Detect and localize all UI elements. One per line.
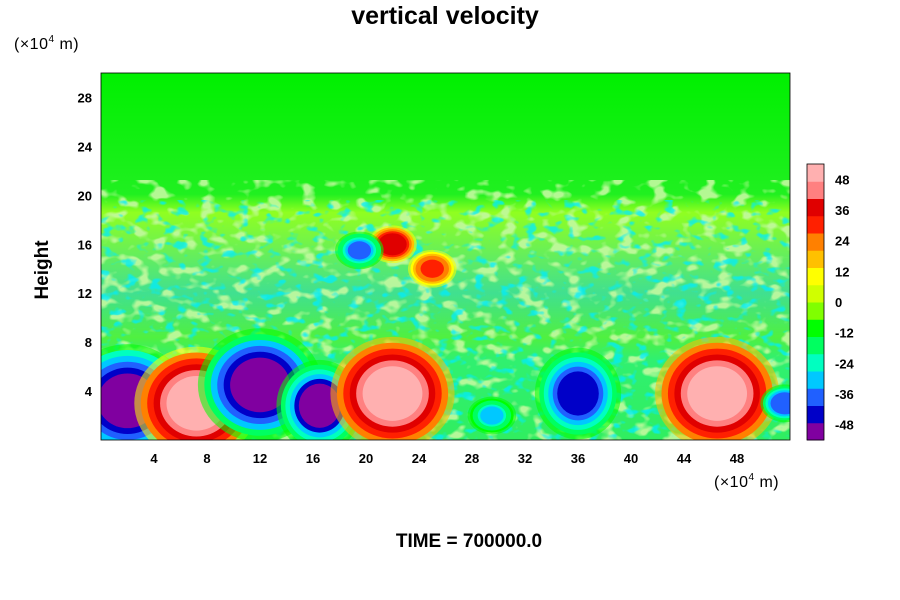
x-tick-label: 8 (203, 451, 210, 466)
y-tick-label: 12 (78, 286, 92, 301)
contour-level (362, 366, 423, 421)
downdraft-cell (335, 231, 384, 270)
y-tick-label: 28 (78, 90, 92, 105)
x-tick-label: 12 (253, 451, 267, 466)
contour-level (773, 394, 790, 413)
colorbar-swatch (807, 284, 824, 303)
colorbar-swatch (807, 267, 824, 286)
time-label: TIME = 700000.0 (395, 531, 543, 552)
updraft-cell (407, 249, 457, 288)
contour-level (687, 366, 748, 421)
x-tick-label: 24 (412, 451, 427, 466)
colorbar: 48 36 24 12 0 -12 -24 -36 -48 (806, 163, 855, 441)
colorbar-swatch (807, 181, 824, 199)
colorbar-swatch (807, 319, 824, 337)
contour-level (298, 383, 341, 428)
heatmap-field (101, 73, 790, 440)
colorbar-frame (806, 163, 825, 441)
colorbar-swatch (807, 198, 824, 217)
colorbar-swatch (807, 388, 824, 406)
updraft-cell (330, 336, 455, 440)
x-tick-label: 48 (730, 451, 744, 466)
colorbar-tick-label: 0 (835, 295, 842, 310)
colorbar-swatch (807, 164, 824, 182)
x-tick-label: 40 (624, 451, 638, 466)
colorbar-tick-label: 36 (835, 203, 849, 218)
downdraft-cell (534, 347, 622, 440)
updraft-cell (655, 336, 780, 440)
y-tick-label: 16 (78, 237, 92, 252)
colorbar-swatch (807, 353, 824, 372)
downdraft-cell (467, 396, 517, 435)
colorbar-swatch (807, 250, 824, 268)
contour-level (557, 371, 599, 416)
colorbar-swatch (807, 336, 824, 355)
colorbar-swatch (807, 405, 824, 424)
x-tick-label: 32 (518, 451, 532, 466)
colorbar-tick-label: -12 (835, 326, 854, 341)
x-tick-label: 4 (150, 451, 158, 466)
colorbar-tick-label: 48 (835, 172, 849, 187)
colorbar-swatch (807, 215, 824, 234)
colorbar-tick-label: -48 (835, 418, 854, 433)
colorbar-tick-label: -36 (835, 387, 854, 402)
colorbar-tick-label: 12 (835, 264, 849, 279)
contour-level (230, 357, 290, 413)
colorbar-swatch (807, 302, 824, 320)
plot-frame (100, 72, 791, 441)
y-axis-unit: (×104 m) (14, 34, 80, 53)
contour-level (480, 406, 504, 425)
colorbar-tick-label: -24 (835, 356, 855, 371)
x-axis-unit: (×104 m) (714, 472, 780, 491)
downdraft-cell (760, 384, 790, 423)
colorbar-swatch (807, 371, 824, 389)
y-tick-label: 20 (78, 188, 92, 203)
x-tick-label: 44 (677, 451, 692, 466)
x-tick-label: 36 (571, 451, 585, 466)
y-tick-label: 8 (85, 335, 92, 350)
contour-level (380, 235, 405, 254)
colorbar-swatch (807, 422, 824, 441)
colorbar-swatch (807, 233, 824, 251)
y-tick-label: 24 (78, 139, 93, 154)
x-tick-label: 28 (465, 451, 479, 466)
contour-level (420, 259, 444, 278)
y-tick-label: 4 (85, 384, 93, 399)
colorbar-tick-label: 24 (835, 234, 850, 249)
x-tick-label: 16 (306, 451, 320, 466)
contour-level (347, 241, 372, 260)
chart-title: vertical velocity (351, 2, 539, 30)
x-tick-label: 20 (359, 451, 373, 466)
